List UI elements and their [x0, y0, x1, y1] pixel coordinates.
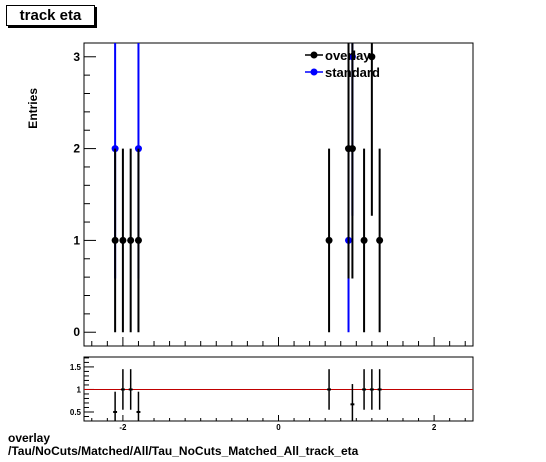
ratio-y-tick-label: 1 — [77, 385, 82, 394]
caption-line-2: /Tau/NoCuts/Matched/All/Tau_NoCuts_Match… — [8, 444, 359, 458]
overlay-point — [368, 53, 376, 61]
histogram-caption: overlay /Tau/NoCuts/Matched/All/Tau_NoCu… — [8, 432, 358, 458]
overlay-point — [348, 145, 356, 153]
y-tick-label: 0 — [73, 325, 80, 339]
legend-label-overlay: overlay — [325, 48, 371, 63]
overlay-point — [325, 236, 333, 244]
ratio-x-tick-label: 2 — [432, 423, 437, 430]
overlay-point — [127, 236, 135, 244]
ratio-y-tick-label: 1.5 — [70, 363, 82, 372]
main-plot-panel: 0 1 2 3 Entries overlay standard — [26, 42, 474, 347]
overlay-point — [119, 236, 127, 244]
overlay-point — [360, 236, 368, 244]
legend-label-standard: standard — [325, 65, 380, 80]
chart-canvas: 0 1 2 3 Entries overlay standard 0.5 1 1.5 -2 0 2 — [26, 42, 474, 430]
overlay-point — [134, 236, 142, 244]
legend-marker-standard — [310, 68, 318, 76]
y-tick-label: 1 — [73, 233, 80, 247]
ratio-plot-panel: 0.5 1 1.5 -2 0 2 — [70, 356, 474, 430]
caption-line-1: overlay — [8, 431, 51, 445]
overlay-point — [111, 236, 119, 244]
plot-title: track eta — [6, 5, 95, 26]
overlay-point — [376, 236, 384, 244]
legend-marker-overlay — [310, 51, 318, 59]
y-tick-label: 2 — [73, 142, 80, 156]
ratio-y-tick-label: 0.5 — [70, 408, 82, 417]
ratio-x-tick-label: -2 — [119, 423, 127, 430]
main-frame — [83, 42, 474, 347]
ratio-x-tick-label: 0 — [276, 423, 281, 430]
y-tick-label: 3 — [73, 50, 80, 64]
y-axis-label: Entries — [26, 88, 40, 129]
